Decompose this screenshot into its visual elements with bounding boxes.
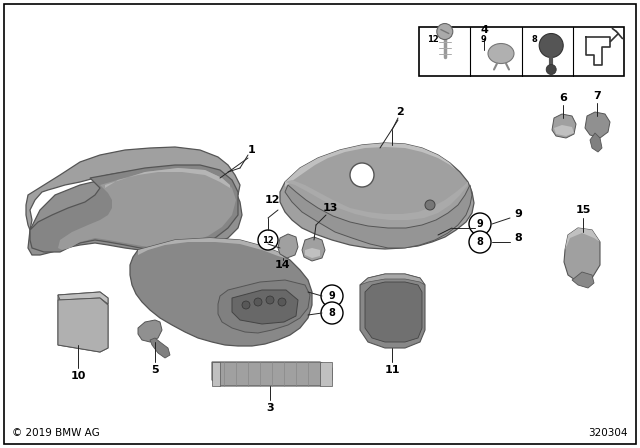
Circle shape xyxy=(469,231,491,253)
Text: 12: 12 xyxy=(264,195,280,205)
Ellipse shape xyxy=(488,43,514,64)
Text: © 2019 BMW AG: © 2019 BMW AG xyxy=(12,428,100,438)
Polygon shape xyxy=(285,185,472,248)
Circle shape xyxy=(469,213,491,235)
Polygon shape xyxy=(28,168,242,255)
Polygon shape xyxy=(572,272,594,288)
Polygon shape xyxy=(590,133,602,152)
Text: 12: 12 xyxy=(262,236,274,245)
Polygon shape xyxy=(470,48,496,73)
Polygon shape xyxy=(138,238,285,258)
Circle shape xyxy=(546,65,556,74)
Text: 12: 12 xyxy=(428,35,439,44)
Text: 8: 8 xyxy=(328,308,335,318)
Polygon shape xyxy=(285,143,456,187)
Polygon shape xyxy=(360,274,425,285)
Text: 9: 9 xyxy=(481,35,486,44)
Text: 8: 8 xyxy=(477,237,483,247)
Polygon shape xyxy=(278,234,298,258)
Circle shape xyxy=(350,163,374,187)
Text: 15: 15 xyxy=(575,205,591,215)
Polygon shape xyxy=(554,125,574,136)
Polygon shape xyxy=(585,112,610,138)
Polygon shape xyxy=(285,180,468,220)
Polygon shape xyxy=(130,238,312,346)
Circle shape xyxy=(242,301,250,309)
Text: 1: 1 xyxy=(248,145,256,155)
Polygon shape xyxy=(320,362,332,386)
Polygon shape xyxy=(218,280,310,333)
Text: 9: 9 xyxy=(514,209,522,219)
Polygon shape xyxy=(105,168,230,188)
Circle shape xyxy=(425,200,435,210)
Polygon shape xyxy=(305,248,320,258)
Polygon shape xyxy=(565,228,600,250)
Polygon shape xyxy=(280,143,474,249)
Polygon shape xyxy=(232,290,298,324)
Polygon shape xyxy=(564,228,600,282)
Polygon shape xyxy=(58,298,108,352)
Polygon shape xyxy=(360,274,425,348)
Circle shape xyxy=(437,23,453,39)
Polygon shape xyxy=(212,362,220,386)
Text: 13: 13 xyxy=(323,203,338,213)
Polygon shape xyxy=(478,60,492,72)
Text: 10: 10 xyxy=(70,371,86,381)
Text: 8: 8 xyxy=(514,233,522,243)
Circle shape xyxy=(254,298,262,306)
Text: 8: 8 xyxy=(532,35,538,44)
Text: 4: 4 xyxy=(480,25,488,35)
Bar xyxy=(419,27,624,76)
Text: 14: 14 xyxy=(275,260,291,270)
Polygon shape xyxy=(138,320,162,342)
Text: 9: 9 xyxy=(328,291,335,301)
Polygon shape xyxy=(552,114,576,138)
Polygon shape xyxy=(302,237,325,261)
Text: 9: 9 xyxy=(477,219,483,229)
Text: 320304: 320304 xyxy=(589,428,628,438)
Text: 11: 11 xyxy=(384,365,400,375)
Text: 6: 6 xyxy=(559,93,567,103)
Polygon shape xyxy=(58,292,108,352)
Circle shape xyxy=(278,298,286,306)
Polygon shape xyxy=(150,338,170,358)
Polygon shape xyxy=(58,292,108,304)
Polygon shape xyxy=(365,282,422,342)
Text: 5: 5 xyxy=(151,365,159,375)
Circle shape xyxy=(266,296,274,304)
Circle shape xyxy=(258,230,278,250)
Text: 2: 2 xyxy=(396,107,404,117)
Polygon shape xyxy=(58,168,236,250)
Polygon shape xyxy=(30,165,238,252)
Text: 7: 7 xyxy=(593,91,601,101)
Polygon shape xyxy=(212,362,332,386)
Polygon shape xyxy=(26,147,240,230)
Text: 3: 3 xyxy=(266,403,274,413)
Circle shape xyxy=(321,285,343,307)
Circle shape xyxy=(321,302,343,324)
Circle shape xyxy=(540,34,563,57)
